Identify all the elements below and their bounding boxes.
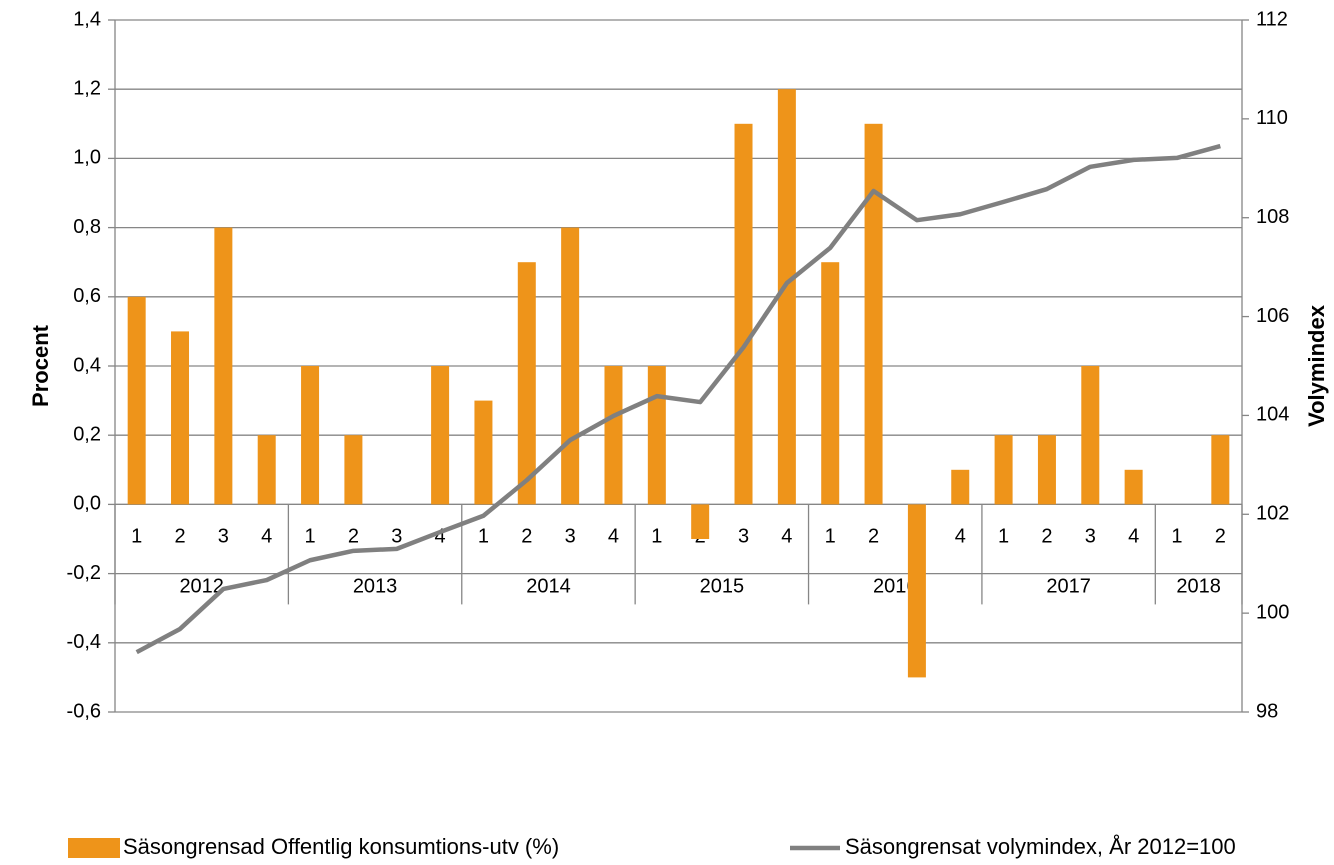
x-tick-label: 2 xyxy=(174,526,185,548)
y-tick-label: -0,4 xyxy=(67,631,101,653)
bar xyxy=(431,366,450,505)
bar xyxy=(821,262,840,505)
x-tick-label: 2 xyxy=(1215,526,1226,548)
y-tick-label: 0,0 xyxy=(73,493,101,515)
bar xyxy=(517,262,536,505)
bar xyxy=(1081,366,1100,505)
x-tick-label: 4 xyxy=(435,526,446,548)
x-tick-label: 3 xyxy=(391,526,402,548)
x-tick-label: 1 xyxy=(1171,526,1182,548)
y2-tick-label: 98 xyxy=(1256,700,1278,722)
bar xyxy=(604,366,623,505)
x-tick-label: 3 xyxy=(565,526,576,548)
x-group-label: 2015 xyxy=(700,576,745,598)
bar xyxy=(994,435,1013,505)
y-tick-label: -0,2 xyxy=(67,562,101,584)
bar xyxy=(951,469,970,505)
bar xyxy=(257,435,276,505)
x-tick-label: 2 xyxy=(348,526,359,548)
y2-tick-label: 110 xyxy=(1256,107,1288,129)
y-tick-label: 0,2 xyxy=(73,423,101,445)
bar xyxy=(171,331,190,505)
x-group-label: 2017 xyxy=(1046,576,1091,598)
bar xyxy=(474,400,493,505)
bar xyxy=(301,366,320,505)
x-group-label: 2013 xyxy=(353,576,398,598)
bar xyxy=(214,227,233,505)
x-tick-label: 1 xyxy=(998,526,1009,548)
legend-swatch xyxy=(68,838,120,858)
bar xyxy=(864,123,883,505)
x-tick-label: 1 xyxy=(131,526,142,548)
x-tick-label: 1 xyxy=(651,526,662,548)
y2-tick-label: 104 xyxy=(1256,404,1289,426)
y-tick-label: 0,8 xyxy=(73,216,101,238)
legend-label: Säsongrensad Offentlig konsumtions-utv (… xyxy=(123,834,559,859)
x-tick-label: 2 xyxy=(1041,526,1052,548)
y-tick-label: 1,2 xyxy=(73,77,101,99)
x-group-label: 2014 xyxy=(526,576,571,598)
x-tick-label: 1 xyxy=(825,526,836,548)
y-tick-label: 1,4 xyxy=(73,8,101,30)
x-tick-label: 1 xyxy=(304,526,315,548)
x-tick-label: 3 xyxy=(1085,526,1096,548)
y2-tick-label: 112 xyxy=(1256,8,1288,30)
y-axis-title: Procent xyxy=(28,324,53,407)
x-group-label: 2016 xyxy=(873,576,918,598)
y2-tick-label: 102 xyxy=(1256,503,1289,525)
legend-label: Säsongrensat volymindex, År 2012=100 xyxy=(845,834,1236,859)
x-tick-label: 4 xyxy=(261,526,272,548)
y2-axis-title: Volymindex xyxy=(1304,304,1329,427)
x-tick-label: 4 xyxy=(1128,526,1139,548)
bar xyxy=(1124,469,1143,505)
bar xyxy=(777,89,796,505)
bar xyxy=(907,504,926,678)
y-tick-label: -0,6 xyxy=(67,700,101,722)
x-group-label: 2012 xyxy=(179,576,224,598)
x-tick-label: 2 xyxy=(868,526,879,548)
y-tick-label: 0,4 xyxy=(73,354,101,376)
line xyxy=(135,143,1221,655)
bar xyxy=(1211,435,1230,505)
x-tick-label: 3 xyxy=(218,526,229,548)
y-tick-label: 1,0 xyxy=(73,147,101,169)
x-group-label: 2018 xyxy=(1176,576,1221,598)
bar xyxy=(691,504,710,539)
bar xyxy=(344,435,363,505)
y2-tick-label: 108 xyxy=(1256,206,1289,228)
x-tick-label: 4 xyxy=(608,526,619,548)
bar xyxy=(561,227,580,505)
y2-tick-label: 100 xyxy=(1256,601,1289,623)
bar xyxy=(127,296,146,505)
y2-tick-label: 106 xyxy=(1256,305,1289,327)
x-tick-label: 1 xyxy=(478,526,489,548)
x-tick-label: 4 xyxy=(955,526,966,548)
bar xyxy=(734,123,753,505)
bar xyxy=(647,366,666,505)
y-tick-label: 0,6 xyxy=(73,285,101,307)
x-tick-label: 4 xyxy=(781,526,792,548)
x-tick-label: 2 xyxy=(521,526,532,548)
bar xyxy=(1037,435,1056,505)
x-tick-label: 3 xyxy=(738,526,749,548)
